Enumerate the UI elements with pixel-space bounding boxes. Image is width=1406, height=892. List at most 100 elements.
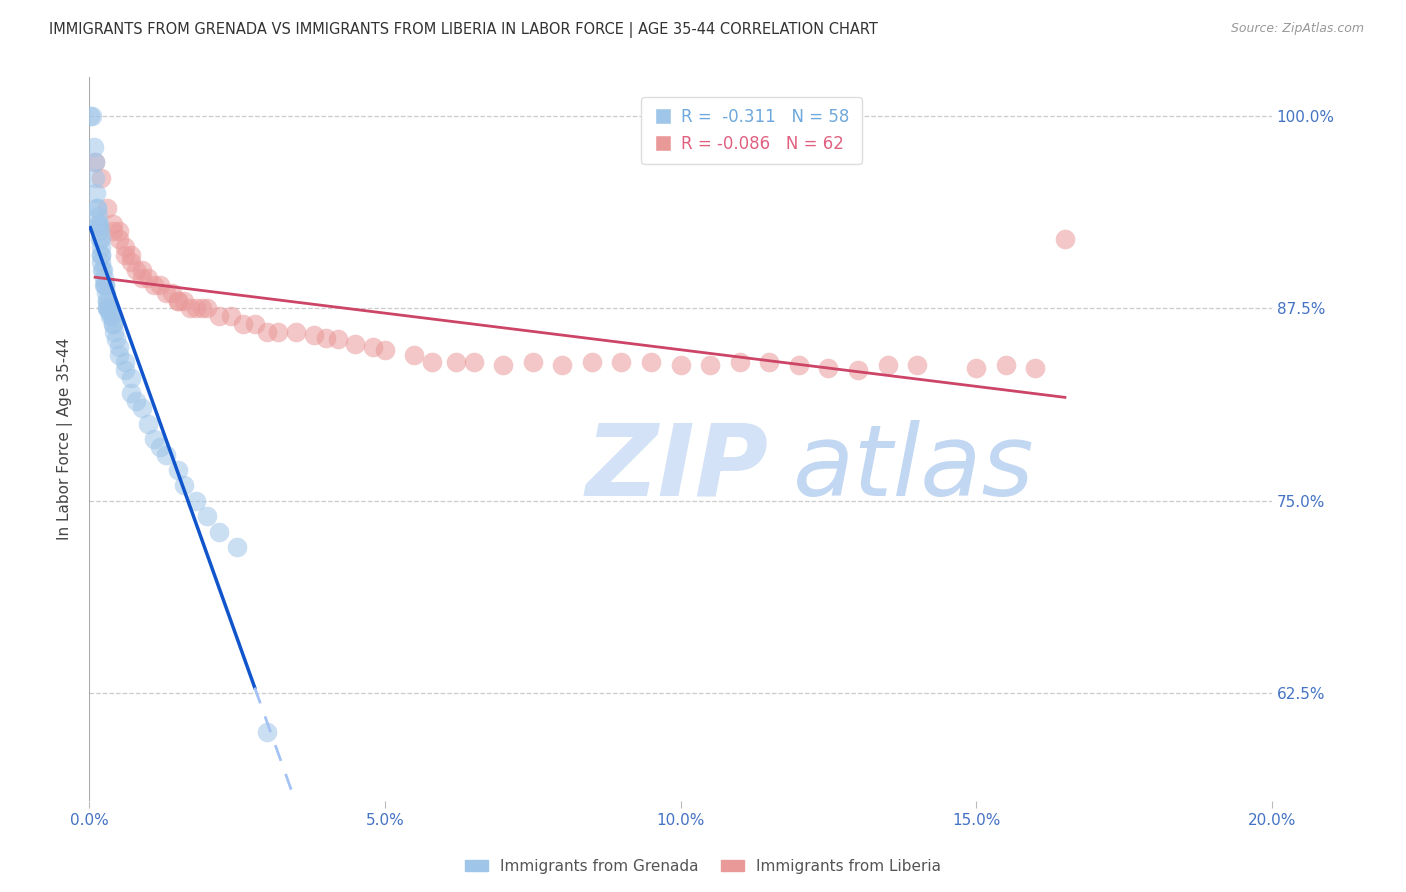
Point — [98, 306, 121, 320]
Point — [219, 309, 242, 323]
Point — [107, 340, 129, 354]
Point — [256, 325, 278, 339]
Point — [90, 232, 112, 246]
Point — [256, 724, 278, 739]
Point — [90, 170, 112, 185]
Point — [179, 301, 201, 316]
Point — [101, 217, 124, 231]
Point — [120, 255, 142, 269]
Point — [267, 325, 290, 339]
Point — [166, 463, 188, 477]
Point — [100, 309, 122, 323]
Point — [640, 355, 662, 369]
Point — [846, 363, 869, 377]
Point — [155, 448, 177, 462]
Point — [226, 540, 249, 554]
Point — [1053, 232, 1076, 246]
Point — [91, 263, 114, 277]
Point — [463, 355, 485, 369]
Point — [120, 386, 142, 401]
Point — [101, 224, 124, 238]
Point — [444, 355, 467, 369]
Point — [96, 293, 118, 308]
Point — [160, 285, 183, 300]
Text: atlas: atlas — [793, 420, 1035, 516]
Point — [107, 232, 129, 246]
Point — [149, 440, 172, 454]
Point — [84, 155, 107, 169]
Point — [90, 255, 112, 269]
Point — [90, 240, 112, 254]
Point — [817, 361, 839, 376]
Point — [197, 509, 219, 524]
Point — [87, 217, 110, 231]
Point — [136, 270, 159, 285]
Point — [420, 355, 443, 369]
Point — [610, 355, 633, 369]
Point — [90, 247, 112, 261]
Point — [166, 293, 188, 308]
Point — [232, 317, 254, 331]
Point — [143, 278, 166, 293]
Point — [131, 263, 153, 277]
Point — [208, 309, 231, 323]
Point — [89, 219, 111, 234]
Point — [208, 524, 231, 539]
Point — [190, 301, 212, 316]
Point — [184, 301, 207, 316]
Point — [84, 186, 107, 200]
Point — [758, 355, 780, 369]
Point — [120, 370, 142, 384]
Point — [97, 301, 120, 316]
Point — [114, 240, 136, 254]
Point — [1024, 361, 1046, 376]
Point — [551, 359, 574, 373]
Point — [905, 359, 928, 373]
Point — [97, 301, 120, 316]
Point — [374, 343, 396, 357]
Point — [89, 232, 111, 246]
Point — [96, 301, 118, 316]
Text: IMMIGRANTS FROM GRENADA VS IMMIGRANTS FROM LIBERIA IN LABOR FORCE | AGE 35-44 CO: IMMIGRANTS FROM GRENADA VS IMMIGRANTS FR… — [49, 22, 879, 38]
Point — [131, 401, 153, 416]
Point — [86, 202, 108, 216]
Point — [91, 263, 114, 277]
Point — [90, 247, 112, 261]
Point — [96, 202, 118, 216]
Point — [136, 417, 159, 431]
Point — [315, 331, 337, 345]
Point — [114, 363, 136, 377]
Point — [114, 355, 136, 369]
Point — [86, 202, 108, 216]
Text: Source: ZipAtlas.com: Source: ZipAtlas.com — [1230, 22, 1364, 36]
Point — [669, 359, 692, 373]
Point — [83, 139, 105, 153]
Point — [94, 278, 117, 293]
Point — [101, 317, 124, 331]
Point — [107, 224, 129, 238]
Point — [699, 359, 721, 373]
Point — [120, 247, 142, 261]
Point — [876, 359, 898, 373]
Point — [114, 247, 136, 261]
Point — [100, 309, 122, 323]
Point — [302, 327, 325, 342]
Point — [243, 317, 266, 331]
Point — [107, 348, 129, 362]
Point — [93, 278, 115, 293]
Point — [125, 263, 148, 277]
Point — [965, 361, 987, 376]
Point — [166, 293, 188, 308]
Text: ZIP: ZIP — [586, 420, 769, 516]
Point — [89, 224, 111, 238]
Point — [82, 109, 104, 123]
Point — [197, 301, 219, 316]
Point — [84, 155, 107, 169]
Point — [361, 340, 384, 354]
Point — [994, 359, 1017, 373]
Point — [344, 336, 367, 351]
Point — [173, 293, 195, 308]
Point — [79, 109, 101, 123]
Point — [184, 494, 207, 508]
Point — [492, 359, 515, 373]
